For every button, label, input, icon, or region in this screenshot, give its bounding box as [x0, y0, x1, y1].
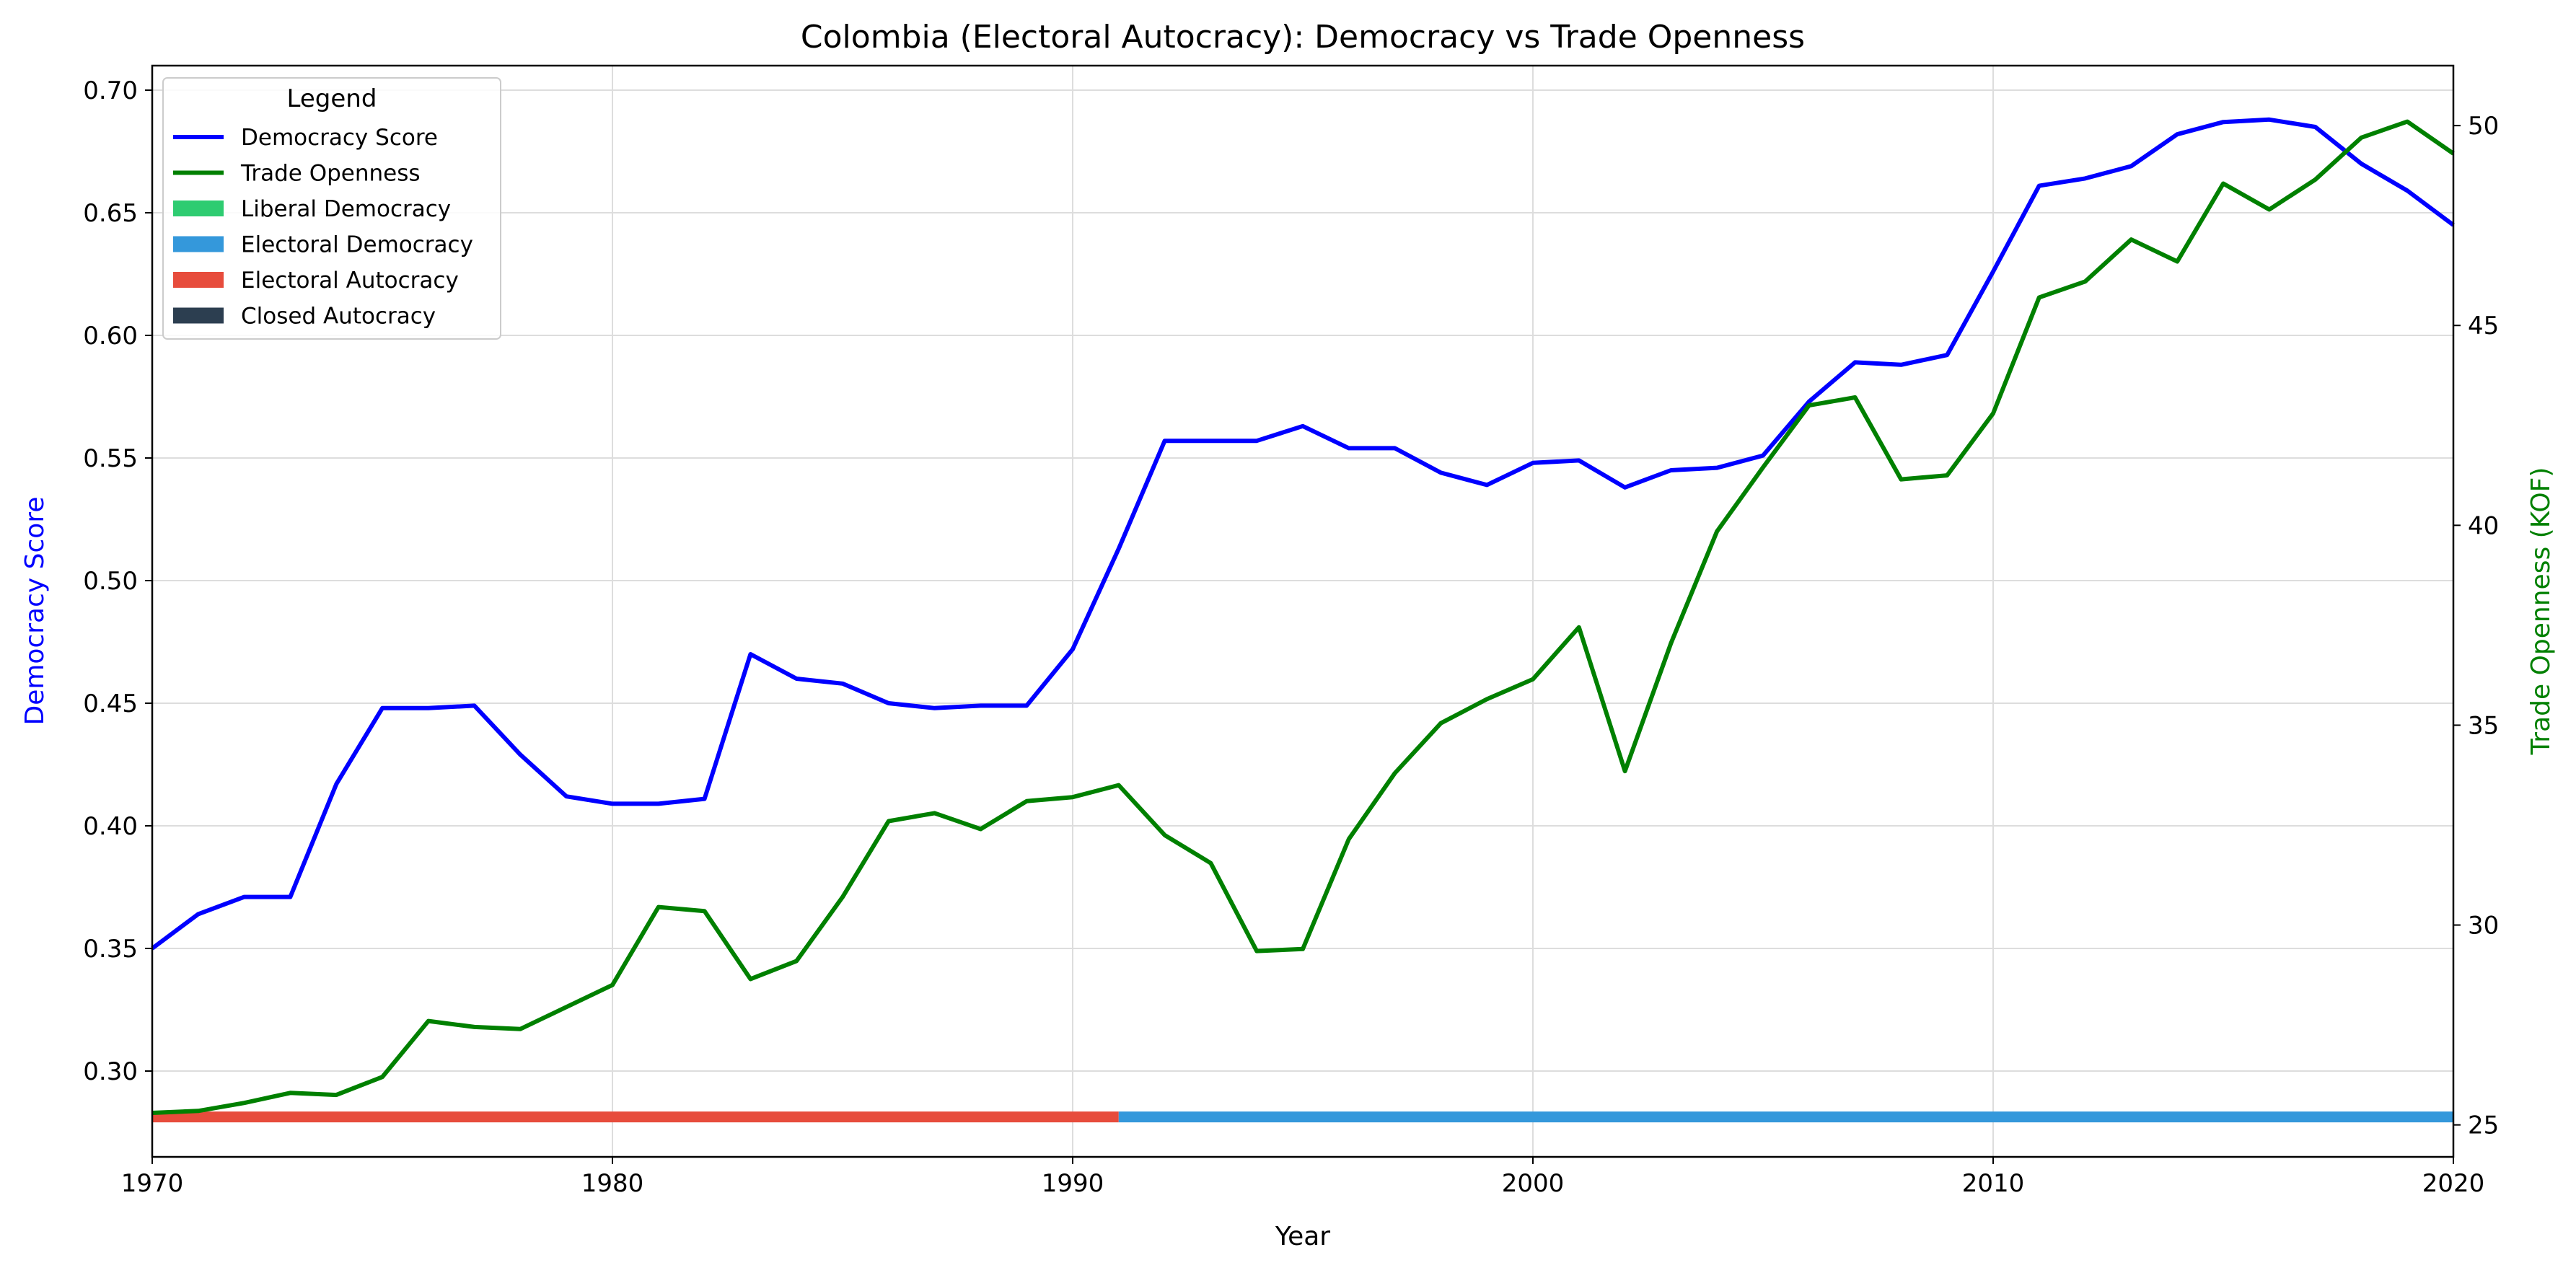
legend-entry-label: Liberal Democracy: [241, 196, 451, 222]
x-tick-label: 2010: [1962, 1169, 2025, 1198]
legend: Legend Democracy Score Trade Openness Libe…: [162, 77, 501, 340]
y-right-tick-label: 45: [2468, 312, 2499, 340]
y-right-tick-label: 40: [2468, 511, 2499, 540]
legend-entry-label: Closed Autocracy: [241, 304, 436, 330]
y-left-tick-label: 0.40: [83, 812, 138, 841]
y-right-tick-label: 30: [2468, 912, 2499, 941]
y-left-tick-label: 0.35: [83, 935, 138, 964]
legend-patch-swatch: [173, 236, 224, 252]
chart-title: Colombia (Electoral Autocracy): Democrac…: [801, 19, 1805, 56]
legend-patch-swatch: [173, 201, 224, 216]
trade-openness-line: [151, 119, 2455, 1115]
x-tick-label: 1980: [581, 1169, 644, 1198]
y-left-tick-label: 0.65: [83, 199, 138, 228]
x-tick-label: 2000: [1502, 1169, 1565, 1198]
y-right-tick-label: 35: [2468, 711, 2499, 740]
legend-patch-swatch: [173, 272, 224, 288]
y-left-tick-label: 0.70: [83, 76, 138, 105]
y-left-tick-label: 0.30: [83, 1057, 138, 1086]
legend-entry-label: Electoral Autocracy: [241, 268, 459, 294]
y-left-tick-label: 0.50: [83, 567, 138, 596]
legend-entries: Democracy Score Trade Openness Liberal Dem…: [173, 125, 473, 330]
y-axis-right-label: Trade Openness (KOF): [2526, 467, 2556, 756]
x-tick-label: 2020: [2422, 1169, 2485, 1198]
legend-box: [162, 77, 501, 340]
y-left-tick-label: 0.45: [83, 690, 138, 718]
y-left-tick-label: 0.55: [83, 444, 138, 473]
grid: [151, 66, 2454, 1157]
legend-entry-label: Democracy Score: [241, 125, 438, 151]
democracy-score-line: [151, 117, 2455, 951]
x-tick-label: 1990: [1042, 1169, 1104, 1198]
y-left-tick-label: 0.60: [83, 322, 138, 351]
legend-entry-label: Electoral Democracy: [241, 232, 473, 258]
x-tick-label: 1970: [121, 1169, 184, 1198]
x-axis-label: Year: [1275, 1222, 1330, 1251]
plot-frame: [151, 64, 2455, 1158]
ticks: 1970 1980 1990 2000 2010 2020 0.30 0.35 0.40 0.45…: [83, 76, 2499, 1198]
legend-title: Legend: [287, 84, 377, 113]
legend-patch-swatch: [173, 307, 224, 324]
y-right-tick-label: 50: [2468, 112, 2499, 141]
y-axis-left-label: Democracy Score: [20, 497, 50, 726]
series-lines: [151, 117, 2455, 1115]
y-right-tick-label: 25: [2468, 1111, 2499, 1140]
legend-entry-label: Trade Openness: [240, 161, 421, 187]
